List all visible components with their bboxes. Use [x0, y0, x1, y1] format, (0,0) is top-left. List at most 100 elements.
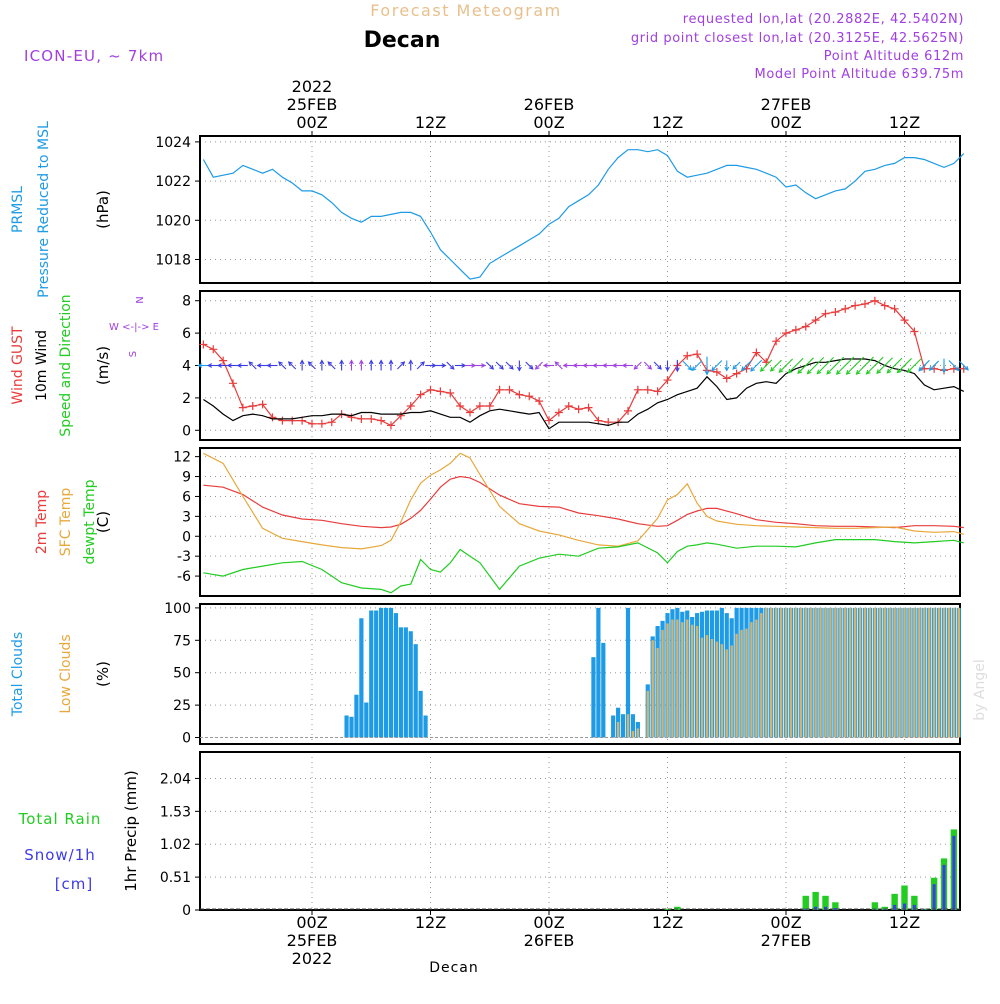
low-cloud-bar — [942, 607, 946, 738]
low-cloud-bar — [913, 607, 916, 738]
wind-arrow-shaft — [770, 359, 782, 372]
gust-marker — [317, 419, 326, 428]
wind-arrow-shaft — [416, 361, 425, 370]
wind-arrow — [287, 361, 297, 370]
wind-arrow — [886, 357, 903, 374]
wind-arrow — [826, 356, 845, 375]
wind-arrow-head — [724, 366, 730, 372]
wind-arrow — [516, 360, 522, 372]
gust-marker — [505, 385, 514, 394]
wind-arrow — [611, 363, 624, 368]
total-cloud-bar — [591, 657, 596, 738]
total-cloud-bar — [344, 715, 349, 738]
total-cloud-bar — [354, 694, 359, 738]
series-line-2m-temp — [203, 475, 964, 529]
rain-bar — [881, 906, 888, 910]
model-altitude: Model Point Altitude 639.75m — [755, 67, 964, 82]
wind-arrow-shaft — [554, 361, 563, 370]
time-label-top: 12Z — [415, 113, 446, 132]
rain-bar — [674, 906, 681, 910]
low-cloud-bar — [774, 607, 778, 738]
gridpoint-coords: grid point closest lon,lat (20.3125E, 42… — [631, 31, 964, 46]
time-label-bottom: 27FEB — [761, 931, 812, 950]
total-cloud-bar — [423, 715, 428, 738]
wind-arrow-head — [358, 359, 364, 365]
wind-arrow — [572, 363, 584, 368]
total-cloud-bar — [364, 702, 369, 738]
low-cloud-bar — [765, 607, 768, 738]
wind-arrow-head — [256, 363, 262, 368]
wind-arrow — [408, 359, 414, 371]
ytick-label: 12 — [173, 450, 191, 466]
wind-arrow — [278, 361, 287, 370]
wind-arrow — [554, 361, 563, 370]
wind-arrow — [465, 363, 477, 368]
gust-marker — [377, 416, 386, 425]
ytick-label: 50 — [173, 666, 191, 682]
wind-arrow-shaft — [485, 361, 494, 370]
wind-arrow — [906, 358, 922, 373]
total-cloud-bar — [601, 642, 606, 738]
gust-marker — [663, 376, 672, 385]
wind-arrow — [216, 363, 229, 368]
wind-arrow-shaft — [327, 361, 336, 370]
wind-arrow-shaft — [643, 361, 652, 370]
low-cloud-bar — [927, 607, 931, 738]
snow-bar — [942, 864, 946, 910]
wind-arrow — [339, 359, 345, 371]
low-cloud-bar — [755, 619, 758, 738]
low-cloud-bar — [883, 607, 886, 738]
wind-arrow-shaft — [750, 359, 763, 372]
wind-arrow-head — [759, 367, 765, 372]
wind-arrow-head — [886, 368, 892, 374]
low-cloud-bar — [720, 644, 724, 738]
rain-bar — [812, 891, 819, 910]
low-cloud-bar — [952, 607, 956, 738]
series-line-wind-gust — [203, 300, 964, 427]
wind-arrow-head — [964, 365, 969, 371]
gust-marker — [821, 309, 830, 318]
low-cloud-bar — [932, 607, 936, 738]
wind-arrow-head — [876, 369, 882, 375]
wind-arrow-head — [941, 368, 947, 374]
wind-arrow — [806, 356, 825, 375]
gust-marker — [258, 400, 267, 409]
wind-arrow — [665, 360, 670, 372]
ytick-label: 6 — [182, 489, 191, 505]
wind-arrow-head — [327, 361, 333, 366]
ytick-label: 25 — [173, 698, 191, 714]
wind-arrow-head — [489, 365, 495, 370]
time-label-top: 26FEB — [524, 95, 575, 114]
low-cloud-bar — [794, 607, 798, 738]
total-cloud-bar — [383, 607, 389, 738]
low-cloud-bar — [671, 619, 674, 738]
wind-arrow-head — [611, 363, 617, 368]
gust-marker — [515, 390, 524, 399]
low-cloud-bar — [705, 635, 709, 738]
gust-marker — [732, 369, 741, 378]
wind-arrow — [396, 361, 406, 370]
gust-marker — [535, 397, 544, 406]
snow-bar — [814, 906, 818, 910]
low-cloud-bar — [760, 613, 763, 738]
unit-label: (C) — [94, 511, 112, 533]
wind-arrow-head — [319, 359, 325, 365]
ytick-label: 6 — [182, 326, 191, 342]
gust-marker — [653, 387, 662, 396]
wind-arrow — [633, 361, 642, 370]
wind-arrow-shaft — [918, 359, 930, 372]
low-cloud-bar — [789, 607, 793, 738]
gust-marker — [357, 414, 366, 423]
time-label-bottom: 12Z — [652, 913, 683, 932]
wind-arrow-head — [647, 365, 653, 370]
low-cloud-bar — [646, 690, 649, 738]
snow-bar — [912, 904, 916, 910]
gust-marker — [633, 385, 642, 394]
gust-marker — [199, 340, 208, 349]
wind-arrow-head — [816, 369, 822, 375]
wind-arrow — [505, 361, 514, 370]
wind-arrow — [740, 360, 752, 372]
wind-arrow-shaft — [816, 356, 835, 375]
wind-arrow — [349, 359, 354, 371]
ytick-label: 1022 — [155, 174, 191, 190]
